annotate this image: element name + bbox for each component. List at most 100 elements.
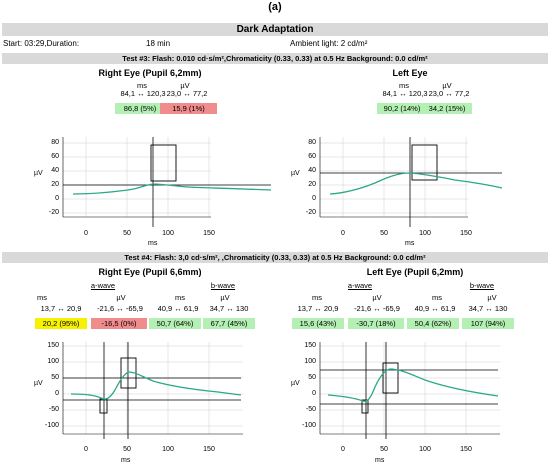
test4-left-a-wave-label: a-wave bbox=[347, 281, 373, 290]
test3-left-ytick-80: 80 bbox=[308, 139, 316, 146]
test3-left-cell2: 34,2 (15%) bbox=[422, 103, 472, 114]
test4-left-x-unit: ms bbox=[375, 457, 385, 464]
test3-right-plot bbox=[62, 137, 272, 227]
test3-right-range2: 23,0 ↔ 77,2 bbox=[166, 89, 208, 98]
test4-right-grid bbox=[63, 342, 243, 434]
test4-right-col3-unit: ms bbox=[175, 293, 185, 302]
test4-left-range1: 13,7 ↔ 20,9 bbox=[297, 304, 339, 313]
test4-right-a-window bbox=[99, 398, 108, 414]
test4-left-trace bbox=[327, 368, 499, 402]
test3-right-col1-unit: ms bbox=[137, 81, 147, 90]
test3-left-x-unit: ms bbox=[405, 240, 415, 247]
test4-left-grid bbox=[320, 342, 500, 434]
test4-right-eye-title: Right Eye (Pupil 6,6mm) bbox=[98, 267, 202, 277]
test3-right-ytick-20: 20 bbox=[51, 181, 59, 188]
test3-right-xtick-100: 100 bbox=[162, 230, 174, 237]
test3-right-col2-unit: µV bbox=[180, 81, 190, 90]
test3-left-range1: 84,1 ↔ 120,3 bbox=[382, 89, 428, 98]
test3-left-ytick-m20: -20 bbox=[305, 209, 316, 216]
test3-bar: Test #3: Flash: 0.010 cd·s/m²,Chromatici… bbox=[2, 53, 548, 64]
test4-right-col1-unit: ms bbox=[37, 293, 47, 302]
test4-left-xtick-50: 50 bbox=[380, 446, 388, 453]
test4-left-b-wave-label: b-wave bbox=[469, 281, 495, 290]
test4-right-col2-unit: µV bbox=[116, 293, 126, 302]
test3-right-window bbox=[150, 144, 177, 182]
test3-left-ytick-60: 60 bbox=[308, 153, 316, 160]
test3-left-cell1: 90,2 (14%) bbox=[377, 103, 427, 114]
test3-right-range1: 84,1 ↔ 120,3 bbox=[120, 89, 166, 98]
test4-left-ytick-50: 50 bbox=[308, 374, 316, 381]
test3-right-trace bbox=[72, 183, 272, 195]
test4-right-range2: -21,6 ↔ -65,9 bbox=[97, 304, 143, 313]
test4-right-ytick-m100: -100 bbox=[44, 422, 59, 429]
test4-left-range3: 40,9 ↔ 61,9 bbox=[414, 304, 456, 313]
test4-left-col1-unit: ms bbox=[312, 293, 322, 302]
test4-right-ytick-150: 150 bbox=[47, 342, 59, 349]
test4-right-ytick-100: 100 bbox=[47, 358, 59, 365]
test4-right-y-unit: µV bbox=[34, 380, 43, 387]
test4-right-trace bbox=[70, 371, 242, 400]
test3-right-ytick-m20: -20 bbox=[48, 209, 59, 216]
test3-left-grid bbox=[320, 137, 468, 217]
test3-left-eye-title: Left Eye bbox=[392, 68, 428, 78]
test4-left-ytick-150: 150 bbox=[304, 342, 316, 349]
test4-right-xtick-50: 50 bbox=[123, 446, 131, 453]
test3-left-col1-unit: ms bbox=[399, 81, 409, 90]
test3-right-xtick-150: 150 bbox=[203, 230, 215, 237]
test3-left-xtick-100: 100 bbox=[419, 230, 431, 237]
test3-right-xtick-50: 50 bbox=[123, 230, 131, 237]
test3-left-xtick-150: 150 bbox=[460, 230, 472, 237]
duration-value: 18 min bbox=[146, 39, 171, 48]
test4-right-xtick-100: 100 bbox=[162, 446, 174, 453]
test4-left-range2: -21,6 ↔ -65,9 bbox=[354, 304, 400, 313]
test3-right-y-unit: µV bbox=[34, 170, 43, 177]
test4-left-ytick-0: 0 bbox=[312, 390, 316, 397]
test4-left-col2-unit: µV bbox=[372, 293, 382, 302]
test4-left-ytick-m50: -50 bbox=[305, 406, 316, 413]
test4-left-ytick-100: 100 bbox=[304, 358, 316, 365]
test3-right-ytick-0: 0 bbox=[55, 195, 59, 202]
test4-left-a-window bbox=[361, 399, 369, 414]
test3-right-cell1: 86,8 (5%) bbox=[115, 103, 165, 114]
test4-right-xtick-0: 0 bbox=[84, 446, 88, 453]
test4-left-xtick-150: 150 bbox=[460, 446, 472, 453]
test4-left-xtick-100: 100 bbox=[419, 446, 431, 453]
test4-right-ytick-m50: -50 bbox=[48, 406, 59, 413]
test3-left-ytick-0: 0 bbox=[312, 195, 316, 202]
test3-right-ytick-80: 80 bbox=[51, 139, 59, 146]
test4-left-col3-unit: ms bbox=[432, 293, 442, 302]
test4-left-cell2: -30,7 (18%) bbox=[348, 318, 404, 329]
test4-left-cell3: 50,4 (62%) bbox=[407, 318, 459, 329]
test3-left-xtick-0: 0 bbox=[341, 230, 345, 237]
test4-right-range3: 40,9 ↔ 61,9 bbox=[157, 304, 199, 313]
test4-left-cell4: 107 (94%) bbox=[462, 318, 514, 329]
test4-right-range1: 13,7 ↔ 20,9 bbox=[40, 304, 82, 313]
test4-right-x-unit: ms bbox=[121, 457, 131, 464]
test3-left-ytick-40: 40 bbox=[308, 167, 316, 174]
test4-right-b-wave-label: b-wave bbox=[210, 281, 236, 290]
test4-right-range4: 34,7 ↔ 130 bbox=[209, 304, 249, 313]
test3-left-range2: 23,0 ↔ 77,2 bbox=[428, 89, 470, 98]
ambient-light: Ambient light: 2 cd/m² bbox=[290, 39, 368, 48]
test3-right-cell2: 15,9 (1%) bbox=[160, 103, 217, 114]
test4-bar: Test #4: Flash: 3,0 cd·s/m², ,Chromatici… bbox=[2, 252, 548, 263]
test4-right-cell2: -16,5 (0%) bbox=[91, 318, 147, 329]
test4-right-ytick-50: 50 bbox=[51, 374, 59, 381]
figure-label: (a) bbox=[268, 1, 282, 13]
test3-left-col2-unit: µV bbox=[442, 81, 452, 90]
test3-right-eye-title: Right Eye (Pupil 6,2mm) bbox=[98, 68, 202, 78]
test4-left-cell1: 15,6 (43%) bbox=[292, 318, 344, 329]
test4-right-plot bbox=[62, 342, 243, 439]
test4-left-range4: 34,7 ↔ 130 bbox=[468, 304, 508, 313]
test4-left-eye-title: Left Eye (Pupil 6,2mm) bbox=[366, 267, 464, 277]
test3-right-ytick-40: 40 bbox=[51, 167, 59, 174]
test4-left-col4-unit: µV bbox=[487, 293, 497, 302]
start-label: Start: 03:29,Duration: bbox=[3, 39, 80, 48]
test4-left-y-unit: µV bbox=[291, 380, 300, 387]
test4-right-cell3: 50,7 (64%) bbox=[149, 318, 201, 329]
test3-left-plot bbox=[319, 137, 503, 227]
test3-left-xtick-50: 50 bbox=[380, 230, 388, 237]
test3-right-grid bbox=[63, 137, 211, 217]
test3-right-xtick-0: 0 bbox=[84, 230, 88, 237]
test3-right-x-unit: ms bbox=[148, 240, 158, 247]
